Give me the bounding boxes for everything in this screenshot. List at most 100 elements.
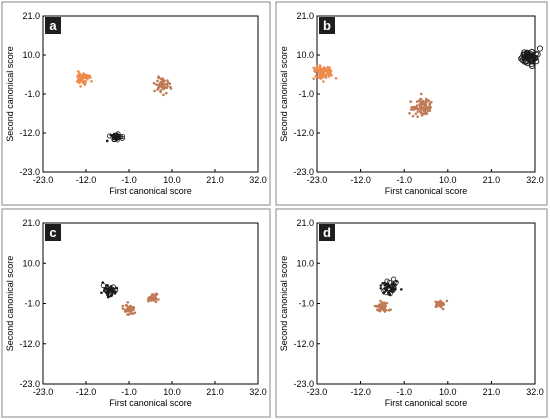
panel-d: d -23.0 -12.0 -1.0 10.0 21.0 32.0 21.0 10.0 -1.0 -… <box>275 208 548 418</box>
data-point <box>166 79 169 82</box>
data-point <box>419 97 423 101</box>
data-point <box>533 58 540 65</box>
data-point <box>153 296 156 300</box>
data-point <box>79 85 82 88</box>
x-tick-label: -23.0 <box>307 387 328 397</box>
data-point <box>429 106 432 109</box>
data-point <box>127 313 131 316</box>
data-point <box>376 308 379 312</box>
data-point <box>420 102 423 106</box>
panel-b: b -23.0 -12.0 -1.0 10.0 21.0 32.0 21.0 10.0 -1.0 -… <box>275 1 548 206</box>
y-tick-label: 21.0 <box>296 11 314 21</box>
y-tick-label: -23.0 <box>19 167 40 177</box>
data-point <box>162 93 165 97</box>
data-point <box>387 308 391 312</box>
y-tick-label: 10.0 <box>22 50 40 60</box>
data-point <box>428 109 432 112</box>
x-tick-label: -12.0 <box>76 387 97 397</box>
data-point <box>525 53 532 60</box>
x-tick-label: -1.0 <box>396 175 412 185</box>
data-point <box>318 65 322 69</box>
data-point <box>424 97 428 101</box>
data-point <box>164 91 168 95</box>
x-tick-label: 10.0 <box>439 387 457 397</box>
data-point <box>412 105 415 109</box>
data-point <box>129 305 132 309</box>
y-axis-label: Second canonical score <box>279 46 289 142</box>
data-point <box>152 293 155 296</box>
data-point <box>131 312 135 315</box>
x-tick-label: -23.0 <box>33 387 54 397</box>
data-point <box>381 282 385 285</box>
data-point <box>439 305 443 309</box>
series-black <box>100 281 119 299</box>
data-point <box>112 134 116 138</box>
data-point <box>411 114 415 118</box>
y-tick-label: -12.0 <box>293 339 314 349</box>
data-point <box>386 284 390 288</box>
data-point <box>318 76 321 80</box>
y-tick-label: -1.0 <box>24 89 40 99</box>
data-point <box>380 301 384 304</box>
data-point <box>419 92 423 96</box>
y-axis-label: Second canonical score <box>5 256 15 352</box>
data-point <box>327 75 331 78</box>
y-tick-label: -1.0 <box>298 89 314 99</box>
series-black <box>379 276 403 297</box>
data-point <box>379 284 383 287</box>
data-point <box>124 304 128 307</box>
data-point <box>324 70 328 73</box>
data-point <box>412 108 416 111</box>
y-tick-label: 21.0 <box>22 218 40 228</box>
data-point <box>314 70 317 73</box>
data-point <box>83 83 87 86</box>
data-point <box>382 307 386 311</box>
x-tick-label: -12.0 <box>350 175 371 185</box>
panel-badge-label: c <box>49 225 56 240</box>
series-brown <box>152 75 173 97</box>
data-point <box>377 304 380 308</box>
x-tick-label: -12.0 <box>76 175 97 185</box>
data-point <box>391 276 397 282</box>
data-point <box>110 284 116 290</box>
data-point <box>521 49 528 56</box>
data-point <box>393 279 399 286</box>
data-point <box>155 292 158 295</box>
x-tick-label: -23.0 <box>33 175 54 185</box>
x-tick-label: 32.0 <box>526 387 544 397</box>
y-tick-label: 21.0 <box>22 11 40 21</box>
panel-border <box>275 1 548 206</box>
x-tick-label: 10.0 <box>163 175 181 185</box>
data-point <box>121 304 125 308</box>
data-point <box>424 108 427 111</box>
series-brown <box>434 299 449 311</box>
data-point <box>410 108 413 111</box>
y-tick-label: 21.0 <box>296 218 314 228</box>
data-point <box>106 287 110 291</box>
data-point <box>152 81 156 85</box>
data-point <box>529 53 536 60</box>
series-brown <box>121 301 137 316</box>
x-tick-label: 21.0 <box>483 175 501 185</box>
data-point <box>127 307 130 310</box>
data-point <box>334 76 338 80</box>
x-tick-label: -23.0 <box>307 175 328 185</box>
data-point <box>388 285 392 289</box>
data-point <box>425 112 429 115</box>
x-axis-label: First canonical score <box>385 186 468 196</box>
data-point <box>84 76 87 80</box>
series-black <box>518 45 544 70</box>
data-point <box>536 45 544 52</box>
x-tick-label: 10.0 <box>439 175 457 185</box>
data-point <box>79 79 83 83</box>
series-brown <box>373 299 392 313</box>
data-point <box>528 61 535 68</box>
data-point <box>121 307 125 310</box>
y-tick-label: 10.0 <box>22 258 40 268</box>
data-point <box>321 73 325 77</box>
data-point <box>157 75 160 78</box>
data-point <box>105 139 109 143</box>
panel-border <box>1 1 271 206</box>
y-tick-label: -23.0 <box>293 167 314 177</box>
y-axis-label: Second canonical score <box>5 46 15 142</box>
